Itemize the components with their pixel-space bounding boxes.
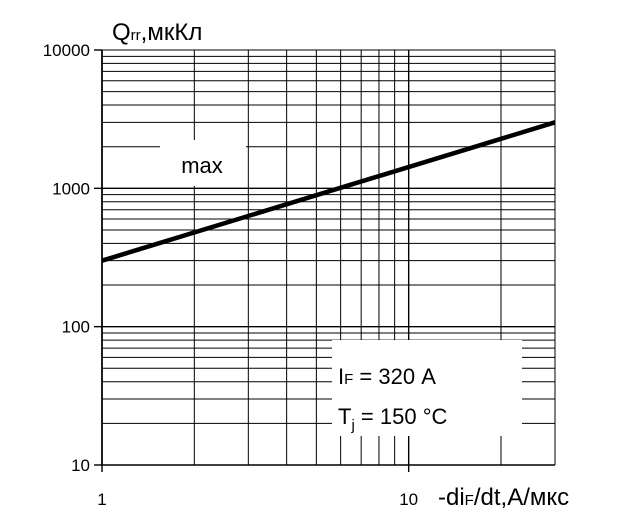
x-tick-label: 10 — [399, 490, 418, 509]
y-tick-label: 10 — [71, 456, 90, 475]
series-group — [101, 120, 556, 263]
tick-labels: 10 100 1000 10000 1 10 — [43, 41, 418, 509]
x-axis-label: -diF/dt,А/мкс — [438, 484, 569, 511]
series-label-box: max — [160, 140, 246, 186]
annotation-current: IF = 320 А — [338, 364, 436, 389]
annotation-temperature: Tj = 150 °C — [338, 404, 447, 434]
y-tick-label: 100 — [62, 318, 90, 337]
plot-frame — [101, 49, 556, 466]
series-label-max: max — [181, 153, 223, 178]
x-tick-label: 1 — [97, 490, 106, 509]
y-axis-label: Qrr,мкКл — [112, 19, 202, 46]
y-tick-label: 10000 — [43, 41, 90, 60]
y-tick-label: 1000 — [52, 179, 90, 198]
series-line-max — [101, 120, 556, 263]
condition-box: IF = 320 А Tj = 150 °C — [332, 340, 522, 436]
